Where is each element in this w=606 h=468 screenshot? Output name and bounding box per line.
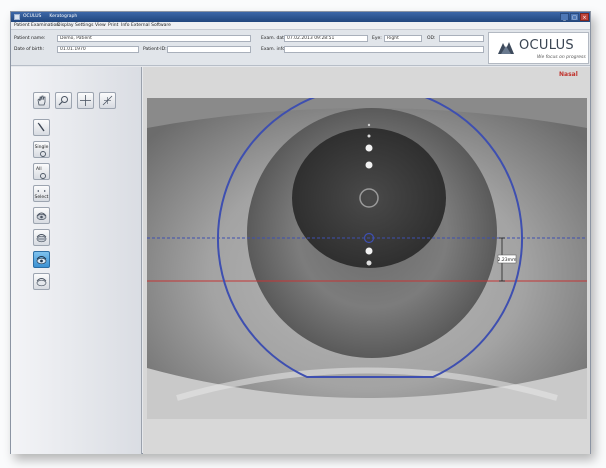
image-viewer[interactable]: Nasal: [143, 67, 590, 454]
pupil: [292, 128, 446, 268]
application-window: OCULUS Keratograph _ □ × Patient Examinat…: [10, 11, 591, 454]
single-tool-label: Single: [34, 145, 49, 150]
select-tool-label: Select: [34, 195, 49, 200]
eye-image-canvas[interactable]: 2.23mm: [147, 98, 587, 419]
eye-mode-3-button[interactable]: [33, 251, 50, 268]
menu-bar: Patient Examination Display Settings Vie…: [11, 22, 590, 30]
menu-info[interactable]: Info: [121, 23, 130, 28]
lower-lid-highlight: [147, 368, 587, 419]
exam-date-label: Exam. date:: [261, 36, 289, 41]
od-label: OD:: [427, 36, 436, 41]
oculus-logo: OCULUS We focus on progress: [488, 32, 589, 64]
measure-icon: [102, 95, 113, 106]
all-tool-button[interactable]: All: [33, 163, 50, 180]
single-circle-icon: [40, 151, 46, 157]
dob-label: Date of birth:: [14, 47, 45, 52]
eye-mode-1-icon: [36, 212, 47, 220]
hand-icon: [37, 95, 46, 106]
hand-tool-button[interactable]: [33, 92, 50, 109]
dob-field[interactable]: 01.01.1970: [57, 46, 139, 53]
lower-lid-rim: [176, 367, 558, 401]
eye-label: Eye:: [372, 36, 382, 41]
exam-info-field[interactable]: [284, 46, 484, 53]
patient-name-label: Patient name:: [14, 36, 46, 41]
measurement-value: 2.23mm: [498, 257, 517, 263]
measure-tool-button[interactable]: [99, 92, 116, 109]
maximize-button[interactable]: □: [570, 13, 579, 21]
reflection-spot-3: [365, 247, 373, 255]
close-button[interactable]: ×: [580, 13, 589, 21]
nasal-orientation-label: Nasal: [559, 71, 578, 78]
reflection-spot-2: [365, 161, 373, 169]
measurement-value-box: [497, 254, 517, 264]
app-icon: [14, 14, 20, 20]
title-bar: OCULUS Keratograph _ □ ×: [11, 12, 590, 22]
menu-print[interactable]: Print: [108, 23, 119, 28]
module-title: Keratograph: [49, 14, 78, 19]
eye-mode-2-button[interactable]: [33, 229, 50, 246]
pen-icon: [37, 122, 45, 132]
menu-view[interactable]: View: [95, 23, 106, 28]
pupil-center-marker: [359, 188, 379, 208]
reflection-spot-1: [365, 144, 373, 152]
eye-mode-2-icon: [36, 234, 47, 243]
app-title: OCULUS: [23, 14, 42, 19]
logo-name: OCULUS: [519, 38, 574, 53]
exam-info-label: Exam. info:: [261, 47, 287, 52]
all-tool-label: All: [36, 167, 42, 172]
zoom-tool-button[interactable]: [55, 92, 72, 109]
exam-date-field[interactable]: 07.02.2013 09:28:51: [284, 35, 368, 42]
patient-name-field[interactable]: Demo, Patient: [57, 35, 251, 42]
zoom-icon: [58, 96, 68, 106]
oculus-logo-mark-icon: [498, 42, 514, 54]
menu-examination[interactable]: Examination: [31, 23, 60, 28]
reflection-spot-6: [367, 123, 371, 127]
tool-sidebar: Single All Select: [11, 67, 142, 454]
od-field[interactable]: [439, 35, 484, 42]
eye-mode-1-button[interactable]: [33, 207, 50, 224]
eye-mode-4-button[interactable]: [33, 273, 50, 290]
pen-tool-button[interactable]: [33, 119, 50, 136]
select-arrows-icon: [37, 190, 46, 192]
window-title: OCULUS Keratograph: [23, 12, 77, 22]
logo-tagline: We focus on progress: [537, 55, 586, 60]
all-circle-icon: [40, 173, 46, 179]
eye-field[interactable]: Right: [384, 35, 422, 42]
single-tool-button[interactable]: Single: [33, 141, 50, 158]
reflection-spot-5: [367, 134, 371, 138]
reflection-spot-4: [366, 260, 372, 266]
patient-info-bar: Patient name: Demo, Patient Date of birt…: [11, 30, 590, 66]
menu-patient[interactable]: Patient: [14, 23, 30, 28]
limbus-circle-overlay[interactable]: [217, 98, 523, 378]
select-tool-button[interactable]: Select: [33, 185, 50, 202]
eye-mode-3-icon: [36, 256, 47, 265]
patient-id-label: Patient-ID:: [143, 47, 167, 52]
menu-display[interactable]: Display: [57, 23, 74, 28]
crosshair-icon: [80, 95, 91, 106]
menu-settings[interactable]: Settings: [75, 23, 94, 28]
patient-id-field[interactable]: [167, 46, 251, 53]
upper-lid-shadow: [147, 98, 587, 128]
minimize-button[interactable]: _: [560, 13, 569, 21]
crosshair-tool-button[interactable]: [77, 92, 94, 109]
eye-mode-4-icon: [36, 278, 47, 287]
menu-external-software[interactable]: External Software: [131, 23, 171, 28]
